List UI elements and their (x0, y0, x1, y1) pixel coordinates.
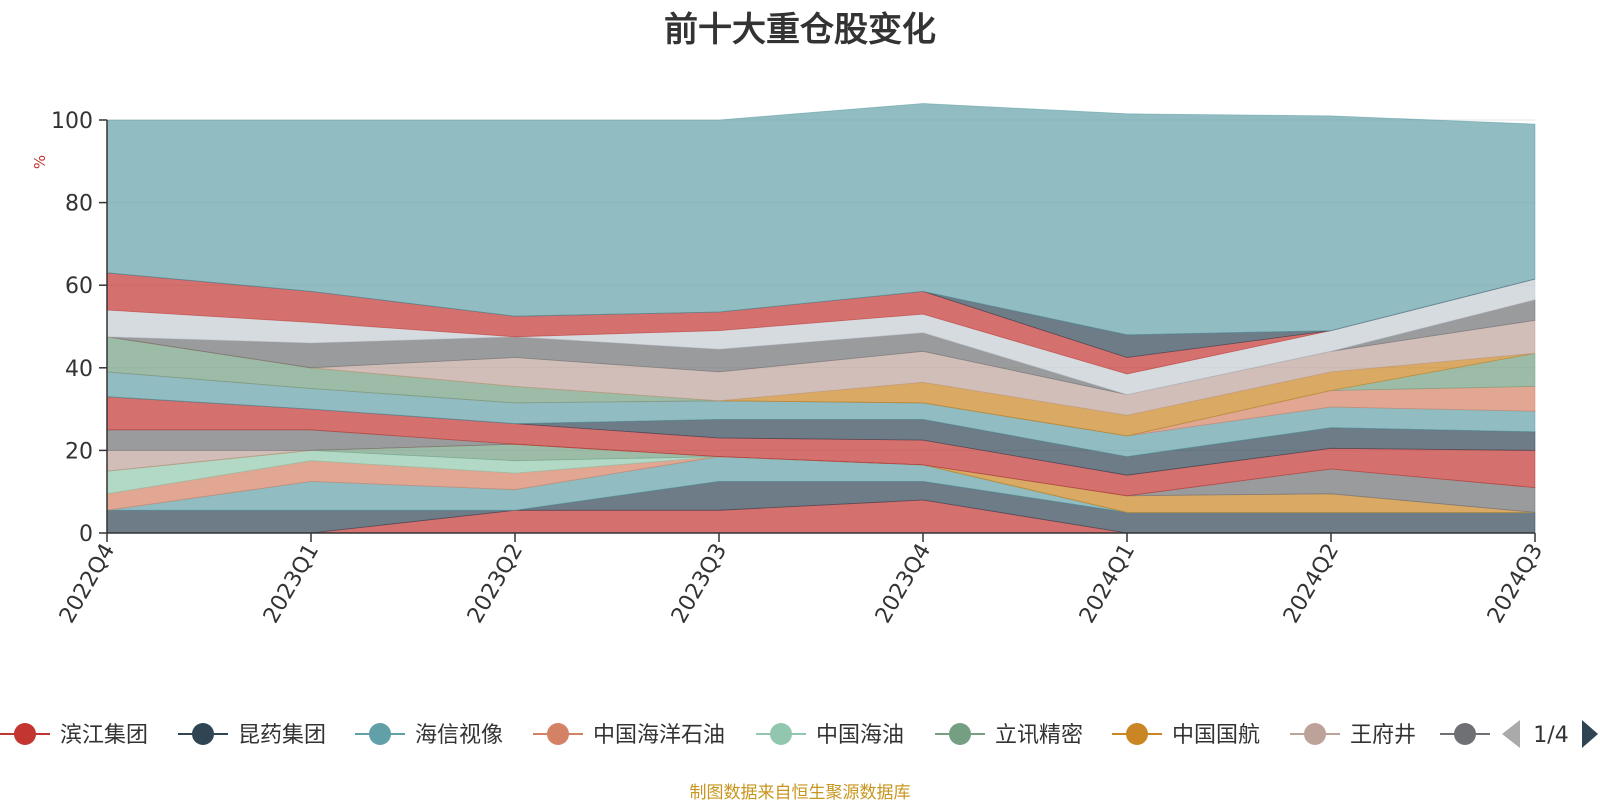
legend-marker-4 (770, 723, 792, 745)
axes (106, 120, 1535, 534)
y-tick-label-3: 60 (65, 274, 93, 299)
legend-marker-2 (369, 723, 391, 745)
legend-marker-7 (1304, 723, 1326, 745)
legend-item-0[interactable]: 滨江集团 (0, 723, 148, 748)
legend-item-7[interactable]: 王府井 (1290, 723, 1416, 748)
legend-item-2[interactable]: 海信视像 (355, 723, 503, 748)
legend-marker-8 (1454, 723, 1476, 745)
chart-title: 前十大重仓股变化 (664, 10, 936, 50)
legend-next-icon[interactable] (1582, 720, 1598, 748)
legend-marker-3 (547, 723, 569, 745)
legend-item-4[interactable]: 中国海油 (756, 723, 904, 748)
legend-item-6[interactable]: 中国国航 (1112, 723, 1260, 748)
legend-label-3: 中国海洋石油 (593, 723, 725, 748)
area-series (106, 103, 1536, 534)
legend-label-1: 昆药集团 (238, 723, 326, 748)
x-tick-label-2: 2023Q2 (463, 540, 528, 628)
source-note: 制图数据来自恒生聚源数据库 (689, 783, 911, 803)
legend-marker-5 (949, 723, 971, 745)
y-tick-label-5: 100 (51, 109, 93, 134)
legend-marker-0 (14, 723, 36, 745)
legend-item-1[interactable]: 昆药集团 (178, 723, 326, 748)
legend-marker-6 (1126, 723, 1148, 745)
y-ticks: 0 20 40 60 80 100 (51, 109, 107, 547)
legend-item-3[interactable]: 中国海洋石油 (533, 723, 725, 748)
y-tick-label-2: 40 (65, 357, 93, 382)
y-tick-label-4: 80 (65, 192, 93, 217)
legend-label-2: 海信视像 (415, 723, 503, 748)
area-series-20 (106, 103, 1536, 336)
x-tick-label-0: 2022Q4 (55, 540, 120, 628)
legend-label-5: 立讯精密 (995, 723, 1083, 748)
legend-page-indicator: 1/4 (1533, 723, 1568, 748)
y-tick-label-0: 0 (79, 522, 93, 547)
y-axis-label: % (31, 155, 49, 169)
x-tick-label-6: 2024Q2 (1279, 540, 1344, 628)
legend-label-7: 王府井 (1350, 723, 1416, 748)
legend-label-4: 中国海油 (816, 723, 904, 748)
legend-label-0: 滨江集团 (60, 723, 148, 748)
x-tick-label-7: 2024Q3 (1483, 540, 1548, 628)
legend-item-8[interactable] (1440, 723, 1490, 745)
legend-marker-1 (192, 723, 214, 745)
x-tick-label-5: 2024Q1 (1075, 540, 1140, 628)
y-tick-label-1: 20 (65, 439, 93, 464)
x-tick-label-4: 2023Q4 (871, 540, 936, 628)
legend: 滨江集团 昆药集团 海信视像 中国海洋石油 中国海油 立讯精密 中国国航 王府井 1/4 (0, 720, 1598, 748)
x-tick-label-1: 2023Q1 (259, 540, 324, 628)
x-tick-label-3: 2023Q3 (667, 540, 732, 628)
x-ticks: 2022Q4 2023Q1 2023Q2 2023Q3 2023Q4 2024Q1 2024… (55, 533, 1548, 628)
legend-item-5[interactable]: 立讯精密 (935, 723, 1083, 748)
legend-label-6: 中国国航 (1172, 723, 1260, 748)
legend-prev-icon[interactable] (1502, 720, 1520, 748)
